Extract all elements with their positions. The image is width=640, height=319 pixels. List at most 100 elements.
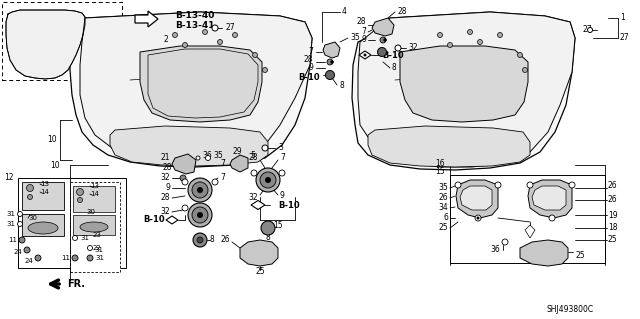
Circle shape [447,42,452,48]
Text: 28: 28 [163,164,172,173]
Circle shape [87,255,93,261]
Circle shape [260,172,276,188]
Polygon shape [528,180,572,218]
Circle shape [19,237,25,243]
Text: 28: 28 [161,194,170,203]
Polygon shape [172,154,196,174]
Polygon shape [400,46,528,122]
Circle shape [364,54,367,56]
Circle shape [518,53,522,57]
Text: 2: 2 [163,35,168,44]
Text: 31: 31 [94,247,103,253]
Circle shape [327,59,333,65]
Circle shape [212,25,218,31]
Text: 24: 24 [13,249,22,255]
Text: 7: 7 [220,174,225,182]
Text: 8: 8 [340,80,345,90]
Bar [2,2,122,80]
Polygon shape [520,240,568,266]
Text: B-10: B-10 [298,73,320,83]
Text: 13: 13 [90,183,99,189]
Polygon shape [359,51,371,59]
Circle shape [330,61,333,63]
Circle shape [72,235,77,241]
Text: 26: 26 [220,235,230,244]
Polygon shape [251,201,265,210]
Circle shape [326,70,335,79]
Circle shape [467,29,472,34]
Text: 7: 7 [308,48,313,56]
Text: 22: 22 [93,245,102,251]
Polygon shape [110,126,268,166]
Polygon shape [135,11,158,27]
Circle shape [380,37,386,43]
Text: 35: 35 [213,151,223,160]
Text: 36: 36 [202,151,212,160]
Text: 27: 27 [620,33,630,42]
Circle shape [88,246,93,250]
Text: 35: 35 [438,183,448,192]
Polygon shape [70,12,312,167]
Text: 14: 14 [40,189,49,195]
Text: 26: 26 [608,181,618,189]
Circle shape [182,205,188,211]
Circle shape [522,68,527,72]
Circle shape [180,175,186,181]
Circle shape [253,53,257,57]
Circle shape [77,197,83,203]
Bar [18,178,126,268]
Text: 34: 34 [438,204,448,212]
Circle shape [569,182,575,188]
Circle shape [588,27,593,33]
Circle shape [72,255,78,261]
Text: 21: 21 [161,152,170,161]
Circle shape [256,168,280,192]
Text: 7: 7 [361,27,366,36]
Polygon shape [6,10,85,79]
Text: 27: 27 [582,26,592,34]
Text: 15: 15 [273,220,283,229]
Circle shape [261,221,275,235]
Circle shape [438,33,442,38]
Text: 32: 32 [248,192,258,202]
Circle shape [192,207,208,223]
Circle shape [477,217,479,219]
Text: FR.: FR. [67,279,85,289]
Polygon shape [230,155,248,172]
Text: 26: 26 [438,194,448,203]
Text: 28: 28 [303,56,313,64]
Text: 9: 9 [308,63,313,72]
Text: 4: 4 [342,8,347,17]
Text: 26: 26 [608,196,618,204]
Text: 32: 32 [408,43,418,53]
Text: 31: 31 [6,211,15,217]
Circle shape [383,39,387,41]
Text: 11: 11 [61,255,70,261]
Text: 30: 30 [86,209,95,215]
Ellipse shape [28,222,58,234]
Bar [22,214,64,236]
Text: B-13-40: B-13-40 [175,11,214,20]
Circle shape [197,187,203,193]
Polygon shape [352,12,575,170]
Polygon shape [140,46,262,122]
Circle shape [77,189,83,196]
Circle shape [251,170,257,176]
Text: 14: 14 [90,191,99,197]
Circle shape [17,211,22,217]
Circle shape [527,182,533,188]
Polygon shape [456,180,498,218]
Polygon shape [323,42,340,58]
Polygon shape [240,240,278,266]
Circle shape [262,68,268,72]
Circle shape [188,178,212,202]
Circle shape [232,33,237,38]
Circle shape [173,33,177,38]
Circle shape [549,215,555,221]
Bar [73,186,115,212]
Circle shape [197,212,203,218]
Text: 6: 6 [443,213,448,222]
Bar [22,182,64,210]
Text: 31: 31 [6,221,15,227]
Text: 9: 9 [361,35,366,44]
